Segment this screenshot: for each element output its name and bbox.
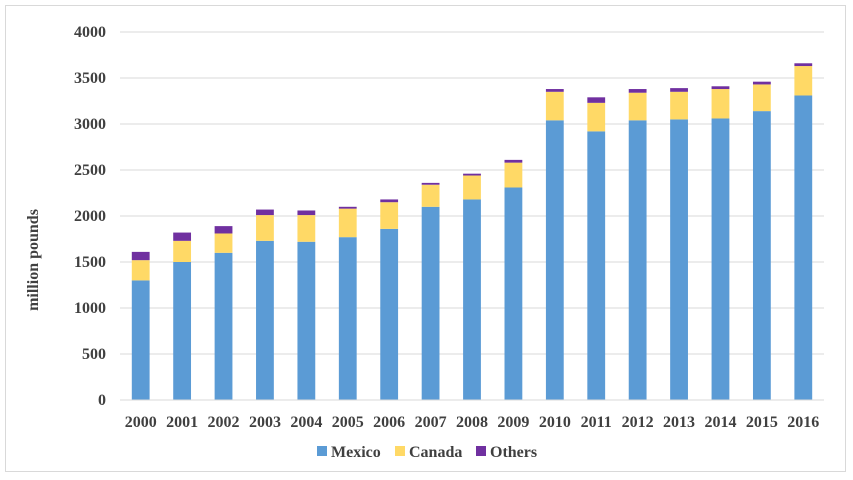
y-tick-label: 500 — [82, 346, 106, 363]
bar-canada-2014 — [711, 89, 730, 119]
bar-canada-2013 — [670, 91, 688, 120]
x-tick-label: 2000 — [125, 414, 157, 431]
x-tick-label: 2007 — [415, 414, 447, 431]
x-tick-label: 2013 — [663, 414, 695, 431]
legend-swatch-mexico — [317, 446, 327, 456]
bar-canada-2010 — [545, 91, 564, 121]
x-tick-label: 2002 — [208, 414, 240, 431]
x-tick-label: 2005 — [332, 414, 364, 431]
bar-mexico-2007 — [421, 206, 440, 400]
bar-mexico-2001 — [173, 262, 192, 400]
y-tick-label: 3500 — [74, 70, 106, 87]
x-axis-ticks: 2000 2001 2002 2003 2004 2005 2006 2007 2008 2009… — [125, 414, 820, 431]
bar-others-2005 — [338, 206, 357, 209]
x-tick-label: 2014 — [704, 414, 736, 431]
bar-others-2012 — [628, 89, 647, 93]
y-tick-label: 3000 — [74, 116, 106, 133]
y-axis-ticks: 0 500 1000 1500 2000 2500 3000 3500 4000 — [74, 24, 106, 409]
bar-others-2011 — [587, 97, 606, 103]
bar-canada-2016 — [794, 66, 813, 96]
x-tick-label: 2010 — [539, 414, 571, 431]
bar-canada-2001 — [173, 240, 192, 262]
bar-others-2016 — [794, 63, 813, 67]
bar-mexico-2005 — [338, 237, 357, 400]
legend-label-others: Others — [490, 444, 537, 461]
bar-canada-2008 — [463, 175, 481, 200]
x-tick-label: 2003 — [249, 414, 281, 431]
x-tick-label: 2012 — [622, 414, 654, 431]
bar-mexico-2011 — [587, 131, 606, 401]
y-axis-label: million pounds — [25, 209, 42, 311]
bar-canada-2011 — [587, 102, 606, 132]
bar-canada-2002 — [214, 233, 233, 253]
legend-swatch-canada — [395, 446, 405, 456]
bar-others-2000 — [131, 251, 150, 261]
x-tick-label: 2001 — [166, 414, 198, 431]
bar-canada-2004 — [297, 215, 316, 242]
bar-canada-2003 — [256, 215, 274, 241]
bar-others-2006 — [380, 199, 399, 203]
x-tick-label: 2006 — [373, 414, 405, 431]
x-tick-label: 2004 — [290, 414, 322, 431]
bar-canada-2005 — [338, 208, 357, 238]
y-tick-label: 1000 — [74, 300, 106, 317]
bar-mexico-2003 — [256, 240, 274, 400]
x-tick-label: 2009 — [497, 414, 529, 431]
y-tick-label: 2500 — [74, 162, 106, 179]
gridlines — [120, 31, 824, 355]
bar-mexico-2008 — [463, 199, 481, 400]
y-tick-label: 0 — [98, 392, 106, 409]
bar-others-2013 — [670, 88, 688, 92]
bar-mexico-2002 — [214, 252, 233, 400]
bar-mexico-2010 — [545, 120, 564, 400]
bar-mexico-2016 — [794, 95, 813, 400]
y-tick-label: 2000 — [74, 208, 106, 225]
bar-canada-2009 — [504, 162, 523, 188]
bar-others-2015 — [752, 81, 771, 85]
bar-mexico-2004 — [297, 241, 316, 400]
bar-mexico-2009 — [504, 187, 523, 400]
bar-canada-2015 — [752, 84, 771, 112]
y-tick-label: 4000 — [74, 24, 106, 41]
legend: Mexico Canada Others — [317, 444, 537, 461]
bar-others-2008 — [463, 173, 481, 176]
bar-others-2003 — [256, 209, 274, 216]
bar-mexico-2012 — [628, 120, 647, 400]
bar-mexico-2014 — [711, 118, 730, 400]
bar-others-2002 — [214, 226, 233, 234]
x-tick-label: 2011 — [581, 414, 612, 431]
bar-canada-2000 — [131, 260, 150, 281]
bar-others-2001 — [173, 232, 192, 241]
x-tick-label: 2016 — [787, 414, 819, 431]
bar-others-2014 — [711, 86, 730, 90]
bar-canada-2007 — [421, 184, 440, 207]
legend-label-canada: Canada — [409, 444, 462, 461]
legend-swatch-others — [476, 446, 486, 456]
bar-others-2004 — [297, 210, 316, 216]
x-tick-label: 2008 — [456, 414, 488, 431]
bar-mexico-2000 — [131, 280, 150, 400]
bar-others-2010 — [545, 89, 564, 92]
bar-mexico-2006 — [380, 228, 399, 400]
bar-canada-2012 — [628, 92, 647, 121]
bar-mexico-2013 — [670, 119, 688, 401]
x-tick-label: 2015 — [746, 414, 778, 431]
bar-others-2009 — [504, 159, 523, 163]
bar-others-2007 — [421, 182, 440, 185]
y-tick-label: 1500 — [74, 254, 106, 271]
legend-label-mexico: Mexico — [331, 444, 381, 461]
bar-canada-2006 — [380, 202, 399, 229]
bar-mexico-2015 — [752, 111, 771, 401]
bars — [131, 63, 813, 401]
